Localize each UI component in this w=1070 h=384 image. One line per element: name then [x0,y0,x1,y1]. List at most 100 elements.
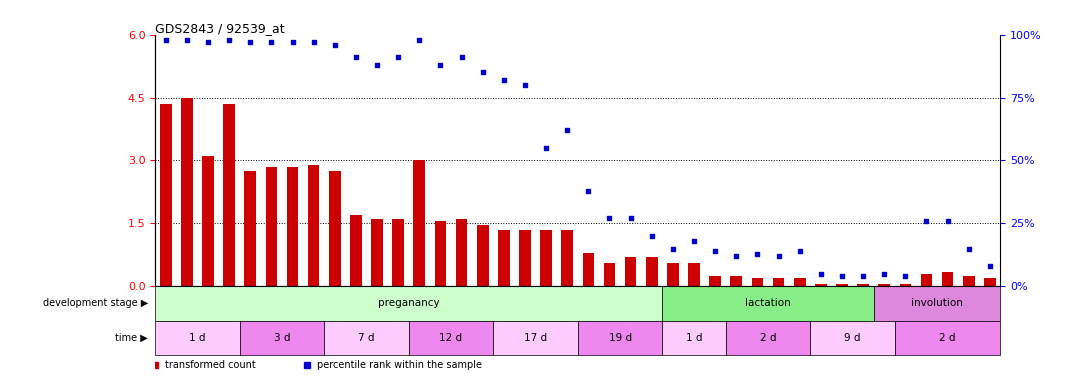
Bar [350,215,362,286]
Point [791,248,808,254]
Point [411,36,428,43]
Bar [878,284,890,286]
Text: 7 d: 7 d [358,333,374,343]
Text: 9 d: 9 d [844,333,860,343]
Bar [413,161,425,286]
Point [305,39,322,45]
Text: percentile rank within the sample: percentile rank within the sample [318,360,483,370]
Bar [815,284,827,286]
Point [855,273,872,279]
Bar [963,276,975,286]
Bar [810,321,895,355]
Point [179,36,196,43]
Text: 19 d: 19 d [609,333,631,343]
Text: involution: involution [912,298,963,308]
Point [242,39,259,45]
Point [580,187,597,194]
Bar [662,321,725,355]
Text: transformed count: transformed count [165,360,256,370]
Bar [900,284,912,286]
Point [664,245,682,252]
Bar [519,230,531,286]
Bar [984,278,996,286]
Bar [895,321,1000,355]
Point [432,62,449,68]
Point [812,271,829,277]
Text: time ▶: time ▶ [116,333,149,343]
Text: 2 d: 2 d [939,333,956,343]
Bar [493,321,578,355]
Bar [540,230,552,286]
Text: 3 d: 3 d [274,333,290,343]
Bar [857,284,869,286]
Bar [409,321,493,355]
Bar [498,230,509,286]
Point [749,250,766,257]
Bar [328,171,340,286]
Bar [562,230,574,286]
Text: 12 d: 12 d [440,333,462,343]
Bar [751,278,763,286]
Point [453,54,470,60]
Point [981,263,998,269]
Text: GDS2843 / 92539_at: GDS2843 / 92539_at [155,22,285,35]
Bar [181,98,193,286]
Text: preganancy: preganancy [378,298,440,308]
Bar [240,321,324,355]
Bar [202,156,214,286]
Point [495,77,513,83]
Point [199,39,216,45]
Bar [662,286,874,321]
Point [686,238,703,244]
Bar [244,171,256,286]
Text: 17 d: 17 d [524,333,547,343]
Point [348,54,365,60]
Bar [773,278,784,286]
Point [918,218,935,224]
Bar [603,263,615,286]
Point [939,218,957,224]
Bar [836,284,847,286]
Bar [159,104,171,286]
Bar [731,276,743,286]
Text: development stage ▶: development stage ▶ [43,298,149,308]
Bar [709,276,721,286]
Point [960,245,977,252]
Point [622,215,639,222]
Point [326,41,343,48]
Bar [625,257,637,286]
Point [770,253,788,259]
Point [263,39,280,45]
Point [368,62,385,68]
Bar [477,225,489,286]
Bar [874,286,1000,321]
Bar [308,165,320,286]
Bar [646,257,658,286]
Bar [287,167,299,286]
Text: 1 d: 1 d [686,333,702,343]
Bar [942,271,953,286]
Point [389,54,407,60]
Bar [265,167,277,286]
Point [728,253,745,259]
Point [897,273,914,279]
Bar [434,221,446,286]
Text: 2 d: 2 d [760,333,776,343]
Bar [371,219,383,286]
Point [875,271,892,277]
Bar [725,321,810,355]
Bar [667,263,678,286]
Point [517,82,534,88]
Bar [688,263,700,286]
Point [537,145,554,151]
Point [220,36,238,43]
Point [559,127,576,133]
Bar [393,219,404,286]
Bar [155,321,240,355]
Point [706,248,723,254]
Bar [920,274,932,286]
Point [157,36,174,43]
Text: lactation: lactation [745,298,791,308]
Bar [224,104,235,286]
Bar [794,278,806,286]
